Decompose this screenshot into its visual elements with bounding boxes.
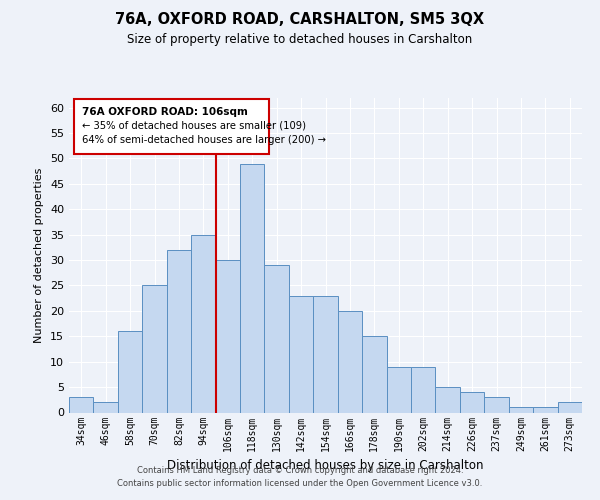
Bar (362, 336, 386, 412)
Bar (533, 408, 557, 412)
Bar (484, 398, 509, 412)
Bar (460, 392, 484, 412)
Text: 76A OXFORD ROAD: 106sqm: 76A OXFORD ROAD: 106sqm (82, 107, 248, 117)
Bar (215, 260, 240, 412)
Bar (386, 367, 411, 412)
Bar (69, 398, 94, 412)
Bar (411, 367, 436, 412)
Text: ← 35% of detached houses are smaller (109): ← 35% of detached houses are smaller (10… (82, 120, 306, 130)
FancyBboxPatch shape (74, 99, 269, 154)
Bar (118, 331, 142, 412)
Bar (142, 286, 167, 412)
X-axis label: Distribution of detached houses by size in Carshalton: Distribution of detached houses by size … (167, 459, 484, 472)
Text: Size of property relative to detached houses in Carshalton: Size of property relative to detached ho… (127, 32, 473, 46)
Bar (338, 311, 362, 412)
Text: 64% of semi-detached houses are larger (200) →: 64% of semi-detached houses are larger (… (82, 136, 326, 145)
Bar (509, 408, 533, 412)
Bar (313, 296, 338, 412)
Y-axis label: Number of detached properties: Number of detached properties (34, 168, 44, 342)
Bar (265, 265, 289, 412)
Bar (557, 402, 582, 412)
Bar (240, 164, 265, 412)
Text: 76A, OXFORD ROAD, CARSHALTON, SM5 3QX: 76A, OXFORD ROAD, CARSHALTON, SM5 3QX (115, 12, 485, 28)
Text: Contains HM Land Registry data © Crown copyright and database right 2024.
Contai: Contains HM Land Registry data © Crown c… (118, 466, 482, 487)
Bar (289, 296, 313, 412)
Bar (436, 387, 460, 412)
Bar (191, 234, 215, 412)
Bar (94, 402, 118, 412)
Bar (167, 250, 191, 412)
